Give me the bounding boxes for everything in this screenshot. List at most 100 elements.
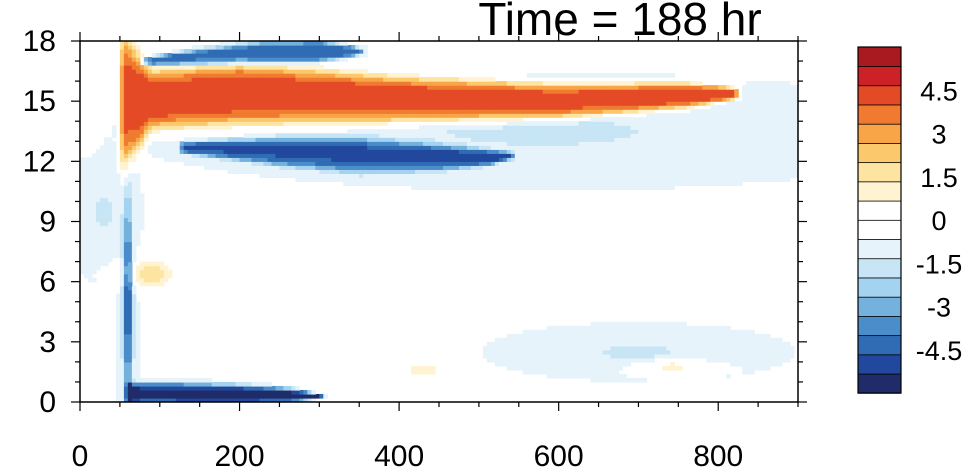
heatmap-cell [634, 125, 640, 130]
heatmap-cell [111, 209, 117, 215]
heatmap-cell [794, 149, 798, 154]
heatmap-cell [786, 141, 791, 146]
heatmap-cell [662, 177, 667, 182]
heatmap-cell [227, 381, 233, 387]
heatmap-cell [670, 341, 675, 347]
heatmap-cell [726, 341, 731, 347]
heatmap-cell [163, 109, 169, 114]
heatmap-cell [359, 149, 364, 154]
heatmap-cell [323, 157, 328, 162]
heatmap-cell [682, 153, 687, 158]
heatmap-cell [518, 349, 524, 355]
heatmap-cell [726, 165, 731, 170]
heatmap-cell [351, 173, 356, 178]
heatmap-cell [666, 149, 671, 154]
heatmap-cell [271, 169, 277, 174]
heatmap-cell [295, 153, 300, 158]
heatmap-cell [183, 105, 189, 110]
heatmap-cell [327, 105, 332, 110]
heatmap-cell [618, 181, 624, 186]
heatmap-cell [83, 249, 89, 255]
heatmap-cell [602, 165, 608, 170]
heatmap-cell [542, 361, 548, 367]
heatmap-cell [658, 157, 663, 162]
heatmap-cell [538, 161, 544, 166]
heatmap-cell [558, 121, 564, 126]
heatmap-cell [610, 333, 616, 339]
heatmap-cell [307, 105, 312, 110]
heatmap-cell [474, 169, 480, 174]
heatmap-cell [251, 121, 257, 126]
heatmap-cell [678, 169, 683, 174]
heatmap-cell [107, 145, 113, 150]
heatmap-cell [123, 345, 129, 351]
heatmap-cell [135, 137, 141, 142]
heatmap-cell [231, 397, 237, 402]
heatmap-cell [379, 129, 384, 134]
heatmap-cell [123, 153, 129, 158]
heatmap-cell [614, 157, 620, 162]
heatmap-cell [666, 337, 671, 343]
heatmap-cell [355, 113, 360, 118]
heatmap-cell [80, 253, 85, 259]
heatmap-cell [123, 269, 129, 275]
heatmap-cell [646, 353, 652, 359]
heatmap-cell [774, 145, 779, 150]
heatmap-cell [403, 161, 408, 166]
heatmap-cell [343, 153, 348, 158]
heatmap-cell [598, 113, 604, 118]
heatmap-cell [710, 153, 715, 158]
heatmap-cell [371, 97, 376, 102]
heatmap-cell [602, 137, 608, 142]
heatmap-cell [143, 129, 149, 134]
heatmap-cell [255, 149, 261, 154]
heatmap-cell [774, 113, 779, 118]
heatmap-cell [718, 353, 723, 359]
heatmap-cell [462, 145, 468, 150]
heatmap-cell [486, 97, 492, 102]
heatmap-cell [742, 101, 747, 106]
heatmap-cell [582, 101, 588, 106]
heatmap-cell [570, 357, 576, 363]
heatmap-cell [415, 185, 420, 191]
heatmap-cell [107, 149, 113, 154]
heatmap-cell [578, 121, 584, 126]
heatmap-cell [267, 149, 273, 154]
heatmap-cell [139, 129, 145, 134]
heatmap-cell [335, 137, 340, 142]
heatmap-cell [335, 121, 340, 126]
heatmap-cell [167, 109, 173, 114]
heatmap-cell [742, 117, 747, 122]
heatmap-cell [486, 101, 492, 106]
heatmap-cell [123, 109, 129, 114]
heatmap-cell [638, 109, 644, 114]
heatmap-cell [203, 153, 209, 158]
heatmap-cell [107, 165, 113, 170]
heatmap-cell [466, 113, 472, 118]
heatmap-cell [119, 221, 125, 227]
heatmap-cell [698, 349, 703, 355]
heatmap-cell [518, 185, 524, 191]
heatmap-cell [754, 177, 759, 182]
heatmap-cell [750, 341, 755, 347]
heatmap-cell [562, 353, 568, 359]
heatmap-cell [510, 177, 516, 182]
heatmap-cell [550, 121, 556, 126]
heatmap-cell [323, 105, 328, 110]
heatmap-cell [151, 393, 157, 399]
heatmap-cell [243, 157, 249, 162]
heatmap-cell [199, 97, 205, 102]
heatmap-cell [439, 105, 444, 110]
heatmap-cell [107, 161, 113, 166]
heatmap-cell [450, 165, 456, 170]
heatmap-cell [618, 153, 624, 158]
heatmap-cell [123, 385, 129, 391]
heatmap-cell [610, 349, 616, 355]
heatmap-cell [283, 173, 289, 178]
heatmap-cell [295, 117, 300, 122]
heatmap-cell [726, 357, 731, 363]
heatmap-cell [546, 137, 552, 142]
heatmap-cell [682, 181, 687, 186]
heatmap-cell [674, 153, 679, 158]
heatmap-cell [602, 101, 608, 106]
